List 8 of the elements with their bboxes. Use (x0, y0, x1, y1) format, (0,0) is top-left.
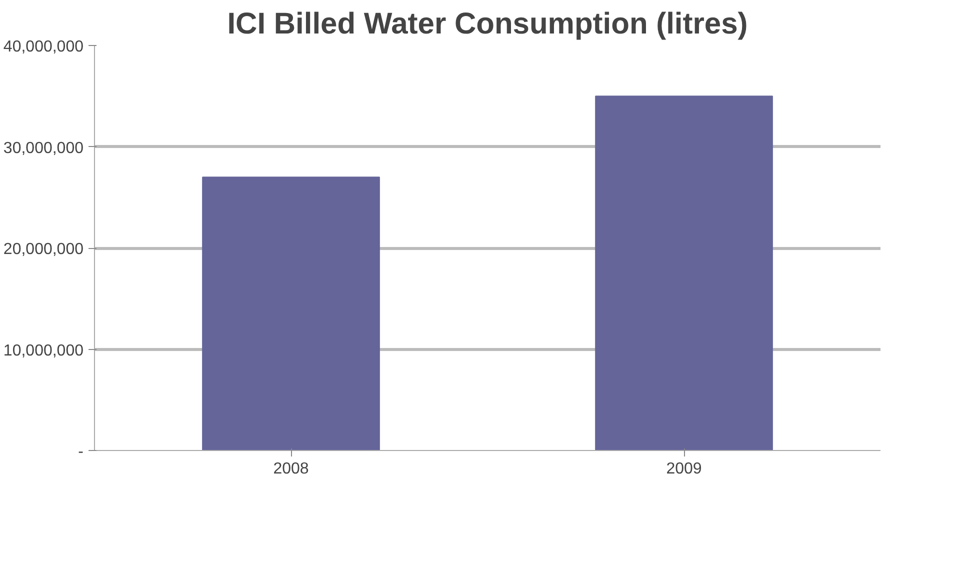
y-tick-label: 30,000,000 (3, 140, 84, 157)
x-tick-label: 2009 (666, 460, 702, 478)
chart-title: ICI Billed Water Consumption (litres) (227, 8, 748, 40)
y-tick-label: 20,000,000 (3, 241, 84, 258)
y-tick-label: 10,000,000 (3, 342, 84, 360)
y-tick-label: - (78, 444, 84, 460)
y-tick-label: 40,000,000 (3, 38, 84, 56)
x-tick-label: 2008 (273, 460, 309, 478)
